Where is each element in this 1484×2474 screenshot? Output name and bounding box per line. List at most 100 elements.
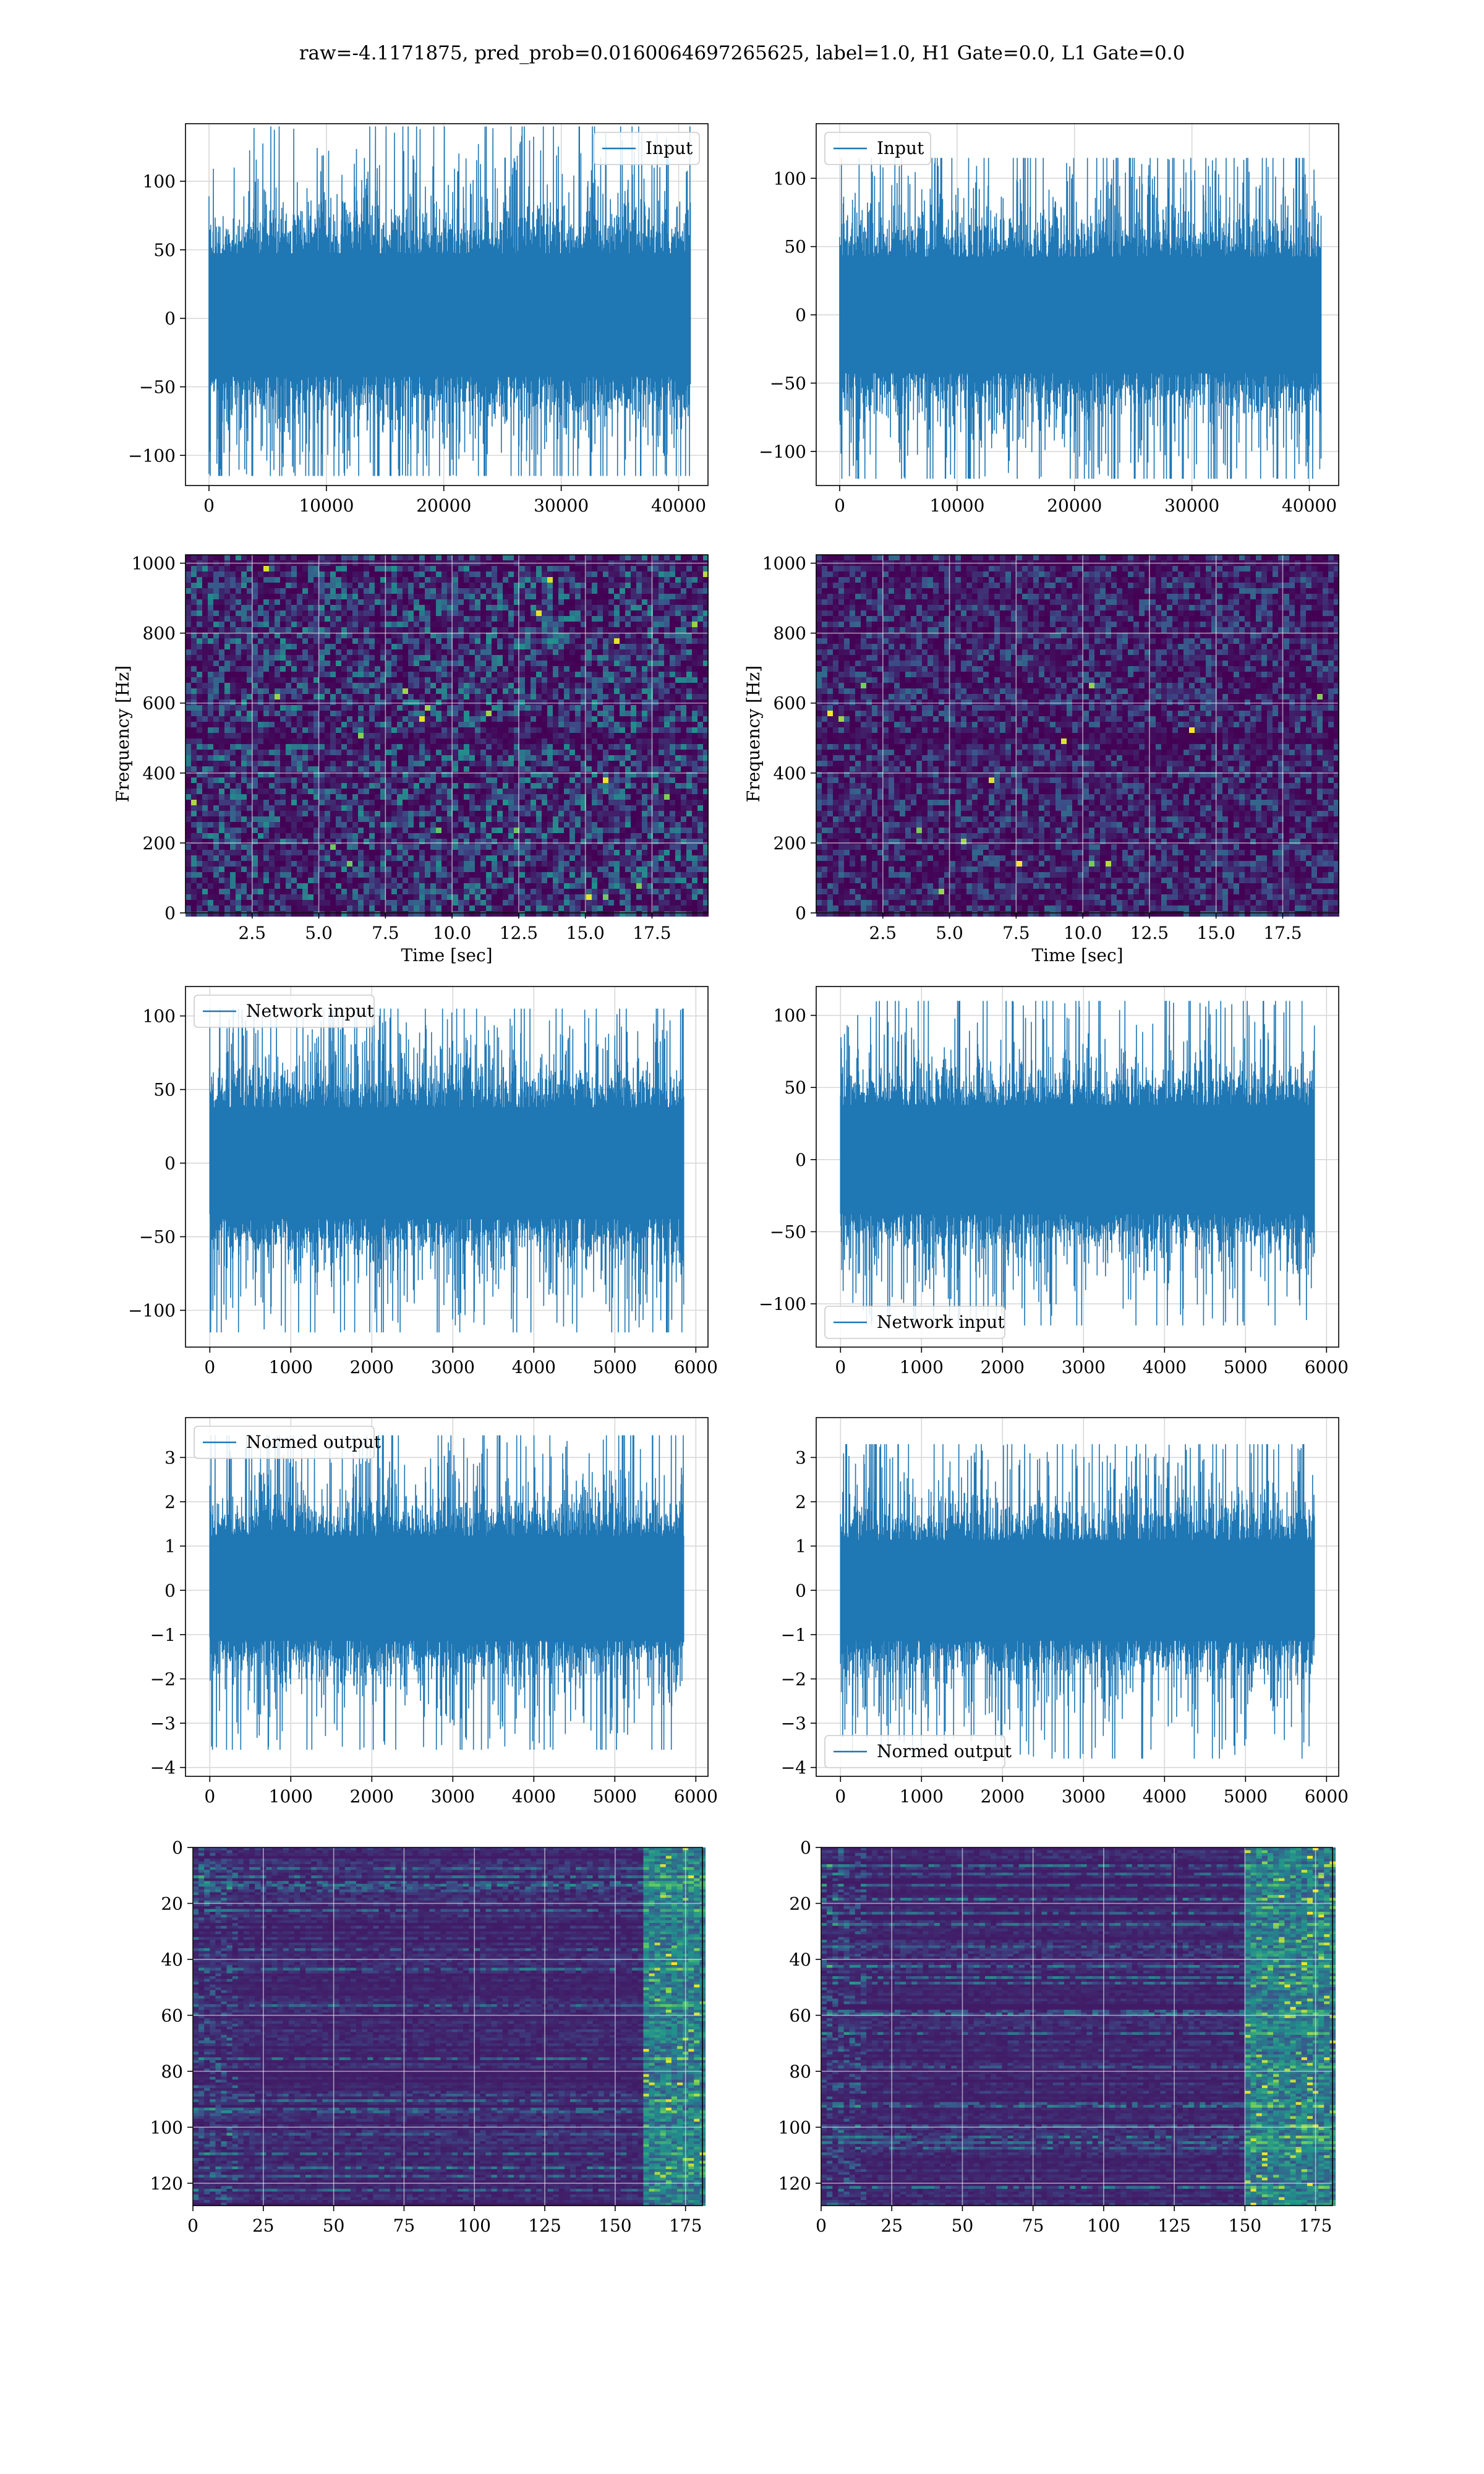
y-tick-label: 800 <box>774 623 806 644</box>
h1-feature-map-chart: 0 25 50 75 100 125 150 175 0 20 40 60 80 100 120 <box>150 1838 706 2236</box>
x-tick-label: 4000 <box>1143 1786 1187 1807</box>
x-tick-label: 3000 <box>1062 1357 1106 1377</box>
y-axis-label: Frequency [Hz] <box>113 666 133 802</box>
x-tick-label: 175 <box>1299 2215 1332 2236</box>
x-tick-label: 1000 <box>900 1786 944 1807</box>
y-tick-label: 80 <box>789 2061 811 2082</box>
l1-input-chart: 0 10000 20000 30000 40000 −100 −50 0 50 100 Input <box>759 123 1339 516</box>
y-tick-label: 100 <box>778 2117 811 2138</box>
y-tick-label: 80 <box>161 2061 183 2082</box>
x-tick-label: 10.0 <box>433 923 471 943</box>
x-tick-label: 2000 <box>981 1786 1025 1807</box>
x-tick-label: 7.5 <box>1002 923 1030 943</box>
axes-frame <box>185 986 709 1348</box>
y-tick-label: 600 <box>143 693 176 714</box>
x-tick-label: 0 <box>204 1357 215 1377</box>
x-tick-label: 10000 <box>929 495 984 516</box>
y-tick-label: 0 <box>164 1154 176 1174</box>
legend-label: Input <box>646 138 693 158</box>
y-tick-label: 40 <box>789 1950 811 1970</box>
y-tick-label: 0 <box>795 305 806 325</box>
x-tick-label: 10.0 <box>1064 923 1102 943</box>
x-tick-label: 100 <box>1087 2215 1120 2236</box>
x-tick-label: 5000 <box>1224 1357 1268 1377</box>
x-tick-label: 2000 <box>981 1357 1025 1377</box>
y-tick-label: −4 <box>150 1758 176 1778</box>
y-tick-label: −2 <box>781 1669 806 1689</box>
legend: Input <box>824 132 931 165</box>
x-tick-label: 6000 <box>674 1786 718 1807</box>
y-tick-label: 50 <box>784 237 806 257</box>
x-tick-label: 10000 <box>299 495 354 516</box>
y-tick-label: 3 <box>795 1447 806 1468</box>
y-tick-label: 0 <box>795 903 806 923</box>
h1-normed-output-series-core <box>210 1535 684 1641</box>
x-tick-label: 2000 <box>350 1357 394 1377</box>
x-tick-label: 15.0 <box>566 923 605 943</box>
x-tick-label: 1000 <box>269 1786 313 1807</box>
x-tick-label: 2000 <box>350 1786 394 1807</box>
y-tick-label: 800 <box>143 623 176 644</box>
x-tick-label: 6000 <box>1305 1357 1349 1377</box>
y-tick-label: 100 <box>143 171 176 192</box>
y-tick-label: 0 <box>164 903 176 923</box>
y-tick-label: −3 <box>150 1713 176 1734</box>
y-tick-label: −50 <box>770 373 806 393</box>
y-tick-label: 60 <box>161 2005 183 2026</box>
x-tick-label: 2.5 <box>869 923 897 943</box>
l1-spectrogram-heatmap <box>816 555 1339 917</box>
legend-box <box>824 1306 1005 1339</box>
l1-normed-output-series-core <box>840 1539 1315 1641</box>
axes-frame <box>185 123 709 486</box>
y-tick-label: 20 <box>789 1893 811 1914</box>
l1-feature-map-heatmap <box>821 1847 1336 2206</box>
figure-title: raw=-4.1171875, pred_prob=0.016006469726… <box>0 42 1484 64</box>
y-tick-label: −3 <box>781 1713 806 1734</box>
y-tick-label: −50 <box>139 1227 176 1248</box>
x-tick-label: 30000 <box>1164 495 1219 516</box>
l1-network-input-chart: 0 1000 2000 3000 4000 5000 6000 −100 −50 0 50 100 Ne… <box>759 986 1349 1377</box>
y-tick-label: 1000 <box>132 554 176 574</box>
y-tick-label: −50 <box>139 377 176 397</box>
x-tick-label: 50 <box>323 2215 345 2236</box>
y-tick-label: 120 <box>778 2173 811 2194</box>
x-tick-label: 0 <box>835 1357 846 1377</box>
y-tick-label: 60 <box>789 2005 811 2026</box>
x-tick-label: 4000 <box>1143 1357 1187 1377</box>
x-tick-label: 4000 <box>512 1357 556 1377</box>
legend-box <box>593 132 700 165</box>
y-tick-label: 400 <box>143 763 176 784</box>
y-tick-label: 100 <box>774 168 806 189</box>
x-tick-label: 125 <box>528 2215 561 2236</box>
legend: Network input <box>824 1306 1005 1339</box>
l1-input-series-core <box>839 256 1321 374</box>
legend: Input <box>593 132 700 165</box>
legend: Normed output <box>824 1735 1012 1768</box>
h1-normed-output-chart: 0 1000 2000 3000 4000 5000 6000 −4 −3 −2 −1 0 1 2 3 Nor… <box>150 1417 718 1807</box>
legend-label: Normed output <box>877 1741 1012 1761</box>
x-tick-label: 100 <box>458 2215 491 2236</box>
x-tick-label: 0 <box>835 1786 846 1807</box>
l1-normed-output-chart: 0 1000 2000 3000 4000 5000 6000 −4 −3 −2 −1 0 1 2 3 Nor… <box>781 1417 1349 1807</box>
axes-frame <box>816 123 1339 486</box>
x-tick-label: 25 <box>252 2215 275 2236</box>
y-tick-label: −50 <box>770 1222 806 1242</box>
x-tick-label: 0 <box>204 1786 215 1807</box>
legend-label: Input <box>877 138 924 158</box>
h1-spectrogram-chart: 2.5 5.0 7.5 10.0 12.5 15.0 17.5 0 200 400 600 800 10… <box>113 554 709 965</box>
x-tick-label: 125 <box>1158 2215 1190 2236</box>
x-tick-label: 0 <box>816 2215 827 2236</box>
y-axis-label: Frequency [Hz] <box>743 666 764 802</box>
x-tick-label: 4000 <box>512 1786 556 1807</box>
x-tick-label: 0 <box>834 495 845 516</box>
x-tick-label: 5000 <box>593 1786 637 1807</box>
x-tick-label: 40000 <box>651 495 706 516</box>
x-tick-label: 150 <box>1229 2215 1261 2236</box>
y-tick-label: 200 <box>143 833 176 854</box>
axes-frame <box>192 1847 703 2206</box>
x-tick-label: 1000 <box>269 1357 313 1377</box>
y-tick-label: 20 <box>161 1893 183 1914</box>
y-tick-label: 50 <box>784 1077 806 1098</box>
y-tick-label: 400 <box>774 763 806 784</box>
y-tick-label: −100 <box>759 1294 806 1314</box>
